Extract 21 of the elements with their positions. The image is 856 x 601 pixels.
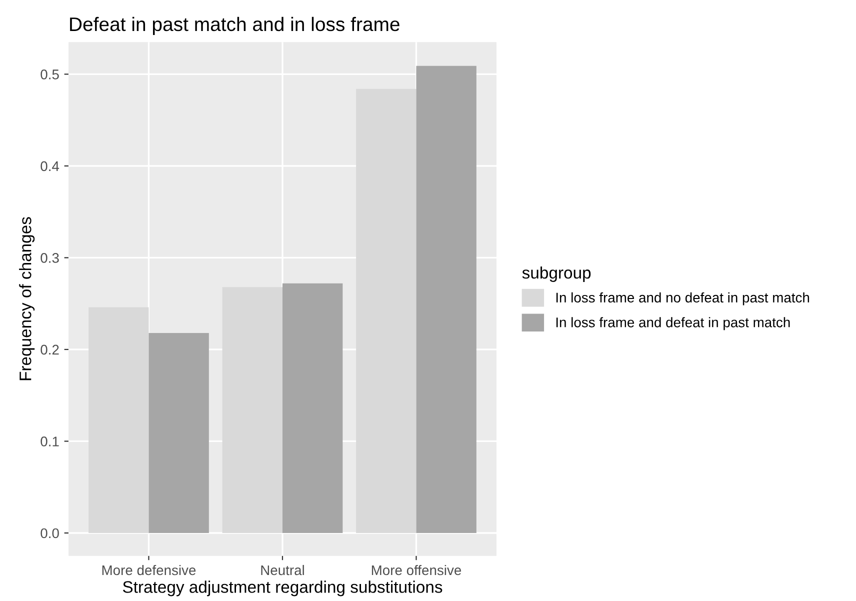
bar — [416, 66, 476, 533]
x-axis-title: Strategy adjustment regarding substitutions — [122, 580, 442, 596]
y-axis-title: Frequency of changes — [19, 217, 35, 380]
bar — [282, 283, 343, 533]
x-tick-label: Neutral — [261, 564, 304, 576]
legend-label: In loss frame and defeat in past match — [556, 317, 790, 330]
y-tick-label: 0.0 — [40, 528, 59, 538]
bar — [88, 307, 149, 533]
bar — [222, 287, 282, 533]
y-tick-label: 0.2 — [40, 344, 59, 355]
y-tick-label: 0.1 — [40, 436, 59, 446]
legend-title: subgroup — [522, 266, 591, 282]
y-tick-label: 0.4 — [40, 161, 60, 172]
y-tick-label: 0.5 — [40, 70, 59, 80]
legend-label: In loss frame and no defeat in past match — [556, 292, 810, 306]
y-tick-label: 0.3 — [40, 253, 59, 263]
x-tick-label: More offensive — [372, 564, 462, 576]
bar — [356, 88, 416, 533]
x-tick-label: More defensive — [102, 564, 196, 576]
chart-title: Defeat in past match and in loss frame — [70, 16, 400, 35]
bar — [148, 332, 209, 533]
